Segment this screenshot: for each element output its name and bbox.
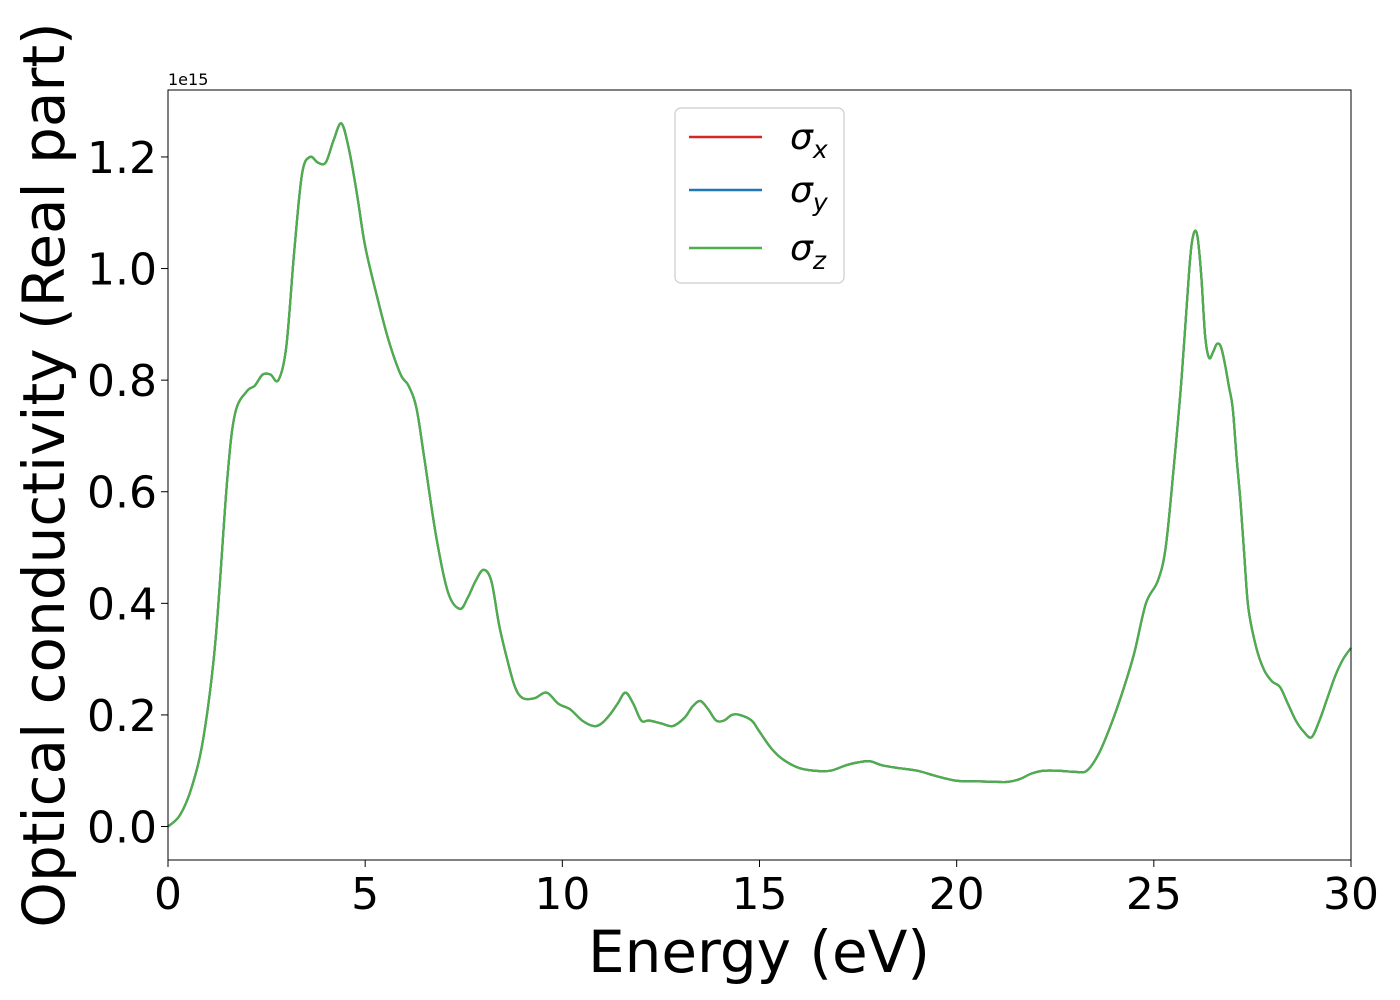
y-tick-label: 0.6 — [87, 468, 157, 519]
y-tick-label: 0.8 — [87, 356, 157, 407]
y-tick-label: 1.0 — [87, 245, 157, 296]
x-tick-label: 5 — [351, 869, 379, 920]
x-tick-label: 10 — [534, 869, 590, 920]
x-axis-ticks: 0 5 10 15 20 25 30 — [154, 860, 1379, 920]
plot-lines — [167, 122, 1352, 828]
y-tick-label: 0.0 — [87, 803, 157, 854]
y-axis-label: Optical conductivity (Real part) — [10, 22, 78, 927]
x-axis-label: Energy (eV) — [588, 918, 930, 986]
x-tick-label: 15 — [732, 869, 788, 920]
legend-label-y: σy — [790, 170, 829, 217]
legend-label-x: σx — [790, 117, 828, 164]
legend-label-z: σz — [790, 228, 827, 275]
series-line-z — [167, 122, 1352, 828]
y-tick-label: 0.4 — [87, 579, 157, 630]
x-tick-label: 20 — [929, 869, 985, 920]
y-offset-text: 1e15 — [168, 70, 208, 89]
x-tick-label: 0 — [154, 869, 182, 920]
y-axis-ticks: 0.0 0.2 0.4 0.6 0.8 1.0 1.2 — [87, 133, 168, 854]
y-tick-label: 1.2 — [87, 133, 157, 184]
x-tick-label: 30 — [1323, 869, 1379, 920]
legend: σx σy σz — [674, 107, 845, 284]
x-tick-label: 25 — [1126, 869, 1182, 920]
legend-box — [674, 107, 845, 284]
y-tick-label: 0.2 — [87, 691, 157, 742]
